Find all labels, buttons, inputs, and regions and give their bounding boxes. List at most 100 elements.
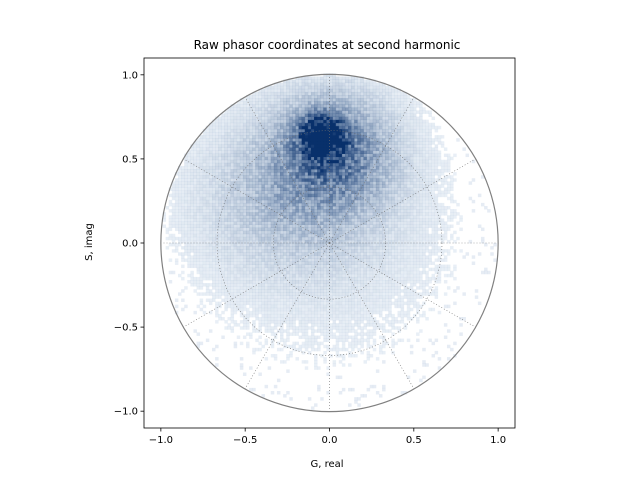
- histogram-bin: [307, 165, 312, 170]
- histogram-bin: [252, 264, 256, 269]
- histogram-bin: [372, 85, 377, 90]
- histogram-bin: [273, 215, 278, 219]
- histogram-bin: [292, 169, 296, 173]
- histogram-bin: [202, 184, 207, 188]
- histogram-bin: [369, 243, 374, 247]
- histogram-bin: [366, 236, 371, 241]
- histogram-bin: [261, 135, 265, 139]
- histogram-bin: [246, 215, 250, 219]
- histogram-bin: [320, 159, 324, 164]
- histogram-bin: [360, 239, 364, 244]
- histogram-bin: [323, 125, 327, 130]
- histogram-bin: [326, 310, 330, 315]
- histogram-bin: [286, 246, 290, 250]
- histogram-bin: [326, 298, 330, 302]
- histogram-bin: [286, 307, 290, 312]
- histogram-bin: [227, 172, 231, 176]
- histogram-bin: [267, 125, 272, 130]
- histogram-bin: [320, 196, 324, 201]
- histogram-bin: [341, 363, 346, 367]
- histogram-bin: [369, 128, 374, 133]
- histogram-bin: [354, 397, 358, 401]
- histogram-bin: [236, 292, 241, 296]
- histogram-bin: [236, 141, 241, 145]
- histogram-bin: [190, 280, 194, 284]
- histogram-bin: [215, 141, 219, 145]
- histogram-bin: [320, 397, 324, 401]
- histogram-bin: [212, 239, 216, 244]
- histogram-bin: [252, 323, 256, 327]
- histogram-bin: [363, 162, 367, 167]
- histogram-bin: [335, 202, 340, 207]
- histogram-bin: [344, 280, 349, 284]
- histogram-bin: [264, 104, 269, 108]
- histogram-bin: [348, 329, 352, 333]
- histogram-bin: [261, 289, 265, 293]
- histogram-bin: [239, 125, 244, 130]
- histogram-bin: [286, 107, 290, 111]
- histogram-bin: [267, 119, 272, 124]
- histogram-bin: [196, 218, 201, 222]
- histogram-bin: [267, 135, 272, 139]
- histogram-bin: [233, 307, 238, 312]
- histogram-bin: [357, 236, 361, 241]
- histogram-bin: [171, 184, 176, 188]
- histogram-bin: [212, 169, 216, 173]
- histogram-bin: [320, 95, 324, 99]
- histogram-bin: [218, 132, 222, 136]
- histogram-bin: [326, 243, 330, 247]
- histogram-bin: [258, 184, 262, 188]
- histogram-bin: [329, 270, 333, 275]
- histogram-bin: [267, 261, 272, 265]
- histogram-bin: [335, 159, 340, 164]
- histogram-bin: [196, 224, 201, 228]
- histogram-bin: [307, 295, 312, 299]
- histogram-bin: [270, 209, 275, 213]
- histogram-bin: [227, 132, 231, 136]
- histogram-bin: [184, 162, 188, 167]
- histogram-bin: [320, 329, 324, 333]
- histogram-bin: [221, 144, 225, 148]
- histogram-bin: [351, 172, 355, 176]
- histogram-bin: [230, 261, 235, 265]
- histogram-bin: [221, 172, 225, 176]
- histogram-bin: [242, 116, 247, 121]
- histogram-bin: [363, 218, 367, 222]
- histogram-bin: [205, 128, 210, 133]
- histogram-bin: [283, 304, 287, 309]
- histogram-bin: [354, 98, 358, 102]
- histogram-bin: [366, 239, 371, 244]
- histogram-bin: [354, 227, 358, 232]
- histogram-bin: [338, 233, 343, 238]
- histogram-bin: [292, 153, 296, 158]
- histogram-bin: [171, 212, 176, 216]
- histogram-bin: [326, 335, 330, 339]
- histogram-bin: [363, 233, 367, 238]
- histogram-bin: [335, 344, 340, 349]
- histogram-bin: [242, 243, 247, 247]
- histogram-bin: [341, 252, 346, 256]
- histogram-bin: [242, 190, 247, 195]
- histogram-bin: [187, 239, 191, 244]
- histogram-bin: [329, 264, 333, 269]
- histogram-bin: [208, 230, 213, 235]
- histogram-bin: [351, 261, 355, 265]
- histogram-bin: [280, 221, 284, 225]
- histogram-bin: [230, 193, 235, 198]
- histogram-bin: [224, 239, 228, 244]
- histogram-bin: [202, 202, 207, 207]
- histogram-bin: [307, 236, 312, 241]
- histogram-bin: [249, 224, 253, 228]
- histogram-bin: [320, 187, 324, 191]
- histogram-bin: [280, 187, 284, 191]
- histogram-bin: [357, 347, 361, 352]
- histogram-bin: [205, 218, 210, 222]
- histogram-bin: [190, 249, 194, 253]
- histogram-bin: [354, 193, 358, 198]
- histogram-bin: [208, 193, 213, 198]
- histogram-bin: [283, 221, 287, 225]
- histogram-bin: [372, 280, 377, 284]
- histogram-bin: [239, 283, 244, 287]
- histogram-bin: [329, 135, 333, 139]
- histogram-bin: [292, 236, 296, 241]
